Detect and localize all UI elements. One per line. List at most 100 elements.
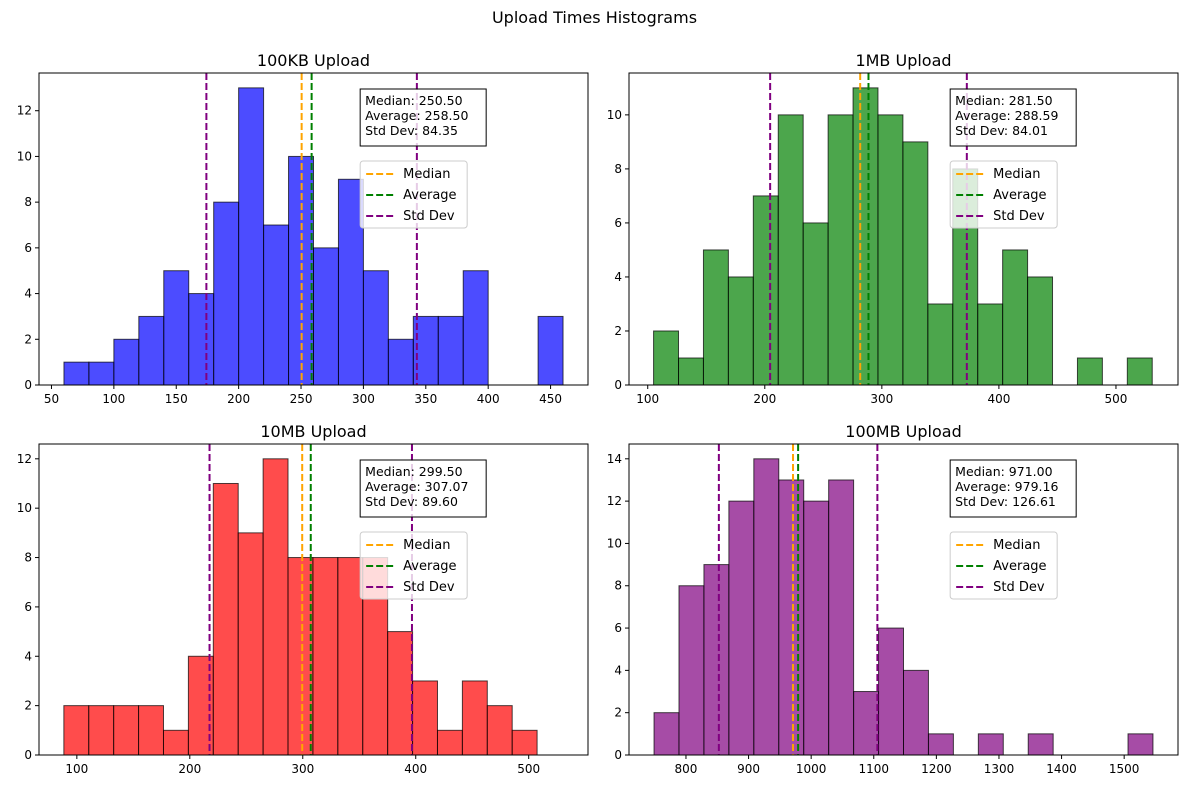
- y-tick-label: 8: [614, 162, 622, 176]
- x-tick-label: 100: [636, 392, 659, 406]
- x-tick-label: 300: [870, 392, 893, 406]
- y-tick-label: 8: [24, 195, 32, 209]
- histogram-bar: [263, 224, 290, 385]
- plot-area: [63, 444, 538, 755]
- stats-text-line: Std Dev: 84.35: [365, 123, 458, 138]
- histogram-bar: [387, 631, 414, 755]
- y-tick-label: 0: [24, 748, 32, 762]
- y-tick-label: 8: [614, 579, 622, 593]
- histogram-bar: [537, 315, 564, 385]
- histogram-bar: [288, 155, 314, 385]
- axes-frame: [38, 443, 589, 756]
- x-tick-label: 1100: [858, 762, 889, 776]
- histogram-bar: [927, 303, 954, 385]
- histogram-bar: [1027, 733, 1054, 755]
- histogram-bar: [803, 500, 830, 755]
- x-tick-label: 1300: [984, 762, 1015, 776]
- histogram-bar: [902, 141, 929, 385]
- legend-label: Average: [993, 559, 1046, 574]
- histogram-bar: [262, 458, 289, 755]
- figure-suptitle: Upload Times Histograms: [492, 8, 697, 27]
- y-tick-label: 6: [24, 241, 32, 255]
- histogram-bar: [877, 114, 904, 385]
- histogram-bar: [903, 669, 929, 755]
- x-tick-label: 350: [414, 392, 437, 406]
- histogram-bar: [461, 680, 488, 755]
- legend-box: [949, 160, 1058, 229]
- y-tick-label: 2: [614, 324, 622, 338]
- histogram-bar: [462, 270, 489, 385]
- histogram-bar: [653, 712, 680, 755]
- chart-panel-4: 100MB Upload 800 900 1000 1100 1200 1300 1400 15…: [607, 422, 1179, 776]
- legend-label: Average: [403, 188, 456, 203]
- stats-text-line: Average: 288.59: [955, 108, 1058, 123]
- y-tick-label: 4: [614, 270, 622, 284]
- chart-panel-3: 10MB Upload 100 200 300 400 500 0 2 4 6 8 10 12 Media…: [17, 422, 589, 776]
- stats-text-line: Std Dev: 89.60: [365, 494, 458, 509]
- histogram-bar: [88, 705, 115, 755]
- histogram-bar: [412, 680, 438, 755]
- legend-label: Std Dev: [993, 209, 1045, 224]
- histogram-bar: [88, 361, 115, 385]
- x-tick-label: 1000: [796, 762, 827, 776]
- histogram-bar: [362, 270, 389, 385]
- chart-panel-1: 100KB Upload 50 100 150 200 250 300 350 400 450 0 2…: [17, 51, 589, 406]
- legend-label: Std Dev: [403, 580, 455, 595]
- legend-label: Std Dev: [403, 209, 455, 224]
- stats-box: [949, 88, 1077, 147]
- histogram-bar: [1002, 249, 1029, 385]
- y-tick-label: 10: [607, 108, 622, 122]
- histogram-bar: [1076, 357, 1103, 385]
- histogram-bar: [337, 178, 364, 385]
- x-tick-label: 900: [737, 762, 760, 776]
- x-tick-label: 400: [987, 392, 1010, 406]
- histogram-bar: [436, 729, 463, 755]
- y-tick-label: 12: [17, 452, 32, 466]
- plot-area: [63, 73, 564, 385]
- y-tick-label: 0: [614, 378, 622, 392]
- y-tick-label: 4: [24, 287, 32, 301]
- histogram-bar: [113, 338, 140, 385]
- histogram-bar: [1027, 276, 1054, 385]
- x-tick-label: 1500: [1109, 762, 1140, 776]
- y-tick-label: 2: [24, 699, 32, 713]
- plot-area: [653, 444, 1154, 755]
- histogram-bar: [138, 315, 165, 385]
- chart-title: 1MB Upload: [855, 51, 951, 70]
- histogram-bar: [878, 627, 905, 755]
- stats-box: [359, 88, 487, 147]
- histogram-bar: [1126, 357, 1153, 385]
- y-tick-label: 6: [614, 621, 622, 635]
- histogram-bar: [237, 532, 264, 755]
- legend-box: [359, 160, 468, 229]
- stats-text-line: Average: 258.50: [365, 108, 468, 123]
- histogram-bar: [927, 733, 954, 755]
- histogram-bar: [511, 729, 538, 755]
- x-tick-label: 250: [290, 392, 313, 406]
- histogram-bar: [138, 705, 164, 755]
- histogram-bar: [63, 705, 90, 755]
- y-tick-label: 2: [24, 332, 32, 346]
- histogram-bar: [702, 249, 729, 385]
- axes-frame: [628, 72, 1179, 386]
- y-tick-label: 10: [607, 536, 622, 550]
- histogram-bar: [853, 691, 880, 755]
- x-tick-label: 300: [352, 392, 375, 406]
- histogram-bar: [437, 315, 464, 385]
- y-tick-label: 8: [24, 551, 32, 565]
- histogram-bar: [778, 479, 805, 755]
- y-tick-label: 6: [614, 216, 622, 230]
- x-tick-label: 500: [517, 762, 540, 776]
- x-tick-label: 100: [65, 762, 88, 776]
- x-tick-label: 500: [1105, 392, 1128, 406]
- stats-text-line: Median: 281.50: [955, 93, 1052, 108]
- histogram-bar: [827, 114, 854, 385]
- chart-title: 10MB Upload: [260, 422, 366, 441]
- plot-area: [653, 73, 1153, 385]
- y-tick-label: 12: [17, 104, 32, 118]
- histogram-bar: [63, 361, 90, 385]
- x-tick-label: 1400: [1046, 762, 1077, 776]
- histogram-bar: [977, 303, 1004, 385]
- axes-frame: [628, 443, 1179, 756]
